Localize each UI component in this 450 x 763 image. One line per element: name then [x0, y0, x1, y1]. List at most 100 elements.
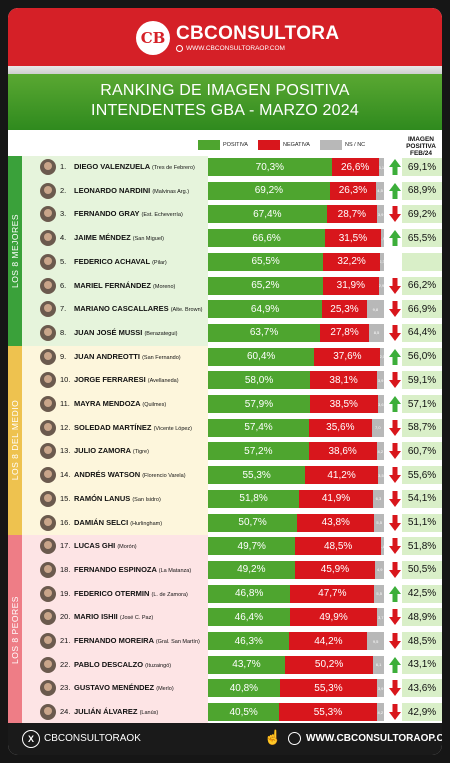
rank-number: 18. — [60, 564, 71, 574]
bar-nsnc: 3,9 — [377, 679, 384, 698]
feb-value: 60,7% — [402, 442, 442, 461]
globe-icon — [176, 44, 183, 52]
avatar — [40, 230, 56, 247]
bar-positive: 63,7% — [208, 323, 321, 342]
bar-nsnc: 1,9 — [380, 229, 384, 248]
bar-positive: 46,4% — [208, 608, 290, 627]
mayor-name: JULIO ZAMORA (Tigre) — [74, 446, 149, 455]
mayor-name-text: FEDERICO ACHAVAL — [74, 256, 150, 266]
logo-text: CBCONSULTORA WWW.CBCONSULTORAOP.COM — [176, 22, 340, 53]
rank-number: 6. — [60, 280, 67, 290]
mayor-name: JUAN ANDREOTTI (San Fernando) — [74, 352, 181, 361]
bar-negative: 28,7% — [326, 205, 378, 224]
avatar — [40, 514, 56, 531]
ranking-row: 18. FERNANDO ESPINOZA (La Matanza) 49,2% 45… — [8, 559, 442, 581]
arrow-up-icon — [389, 230, 401, 247]
arrow-up-icon — [389, 585, 401, 602]
legend-negative: NEGATIVA — [257, 140, 310, 150]
bar-negative: 43,8% — [297, 513, 375, 532]
ranking-row: 3. FERNANDO GRAY (Est. Echeverría) 67,4% 28… — [8, 203, 442, 225]
district-label: (Berazategui) — [144, 330, 178, 337]
brand-name: CBCONSULTORA — [176, 22, 340, 44]
arrow-down-icon — [389, 301, 401, 318]
stacked-bar: 66,6% 31,5% 1,9 — [208, 229, 384, 248]
feb-value — [402, 252, 442, 271]
stacked-bar: 40,8% 55,3% 3,9 — [208, 679, 384, 698]
mayor-name: LEONARDO NARDINI (Malvinas Arg.) — [74, 186, 189, 195]
rank-number: 19. — [60, 588, 71, 598]
rank-number: 11. — [60, 399, 70, 408]
bar-nsnc: 8,5 — [369, 323, 384, 342]
group-label: LOS 8 MEJORES — [8, 156, 22, 346]
legend-positive: POSITIVA — [198, 140, 248, 150]
mayor-name: FEDERICO OTERMIN (L. de Zamora) — [74, 589, 188, 598]
feb-value: 58,7% — [402, 418, 442, 437]
ranking-row: 10. JORGE FERRARESI (Avellaneda) 58,0% 38,1… — [8, 369, 442, 391]
mayor-name-text: LEONARDO NARDINI — [74, 185, 151, 195]
mayor-name-text: FERNANDO ESPINOZA — [74, 564, 157, 574]
bar-nsnc: 1,8 — [380, 537, 384, 556]
mayor-name-text: FERNANDO MOREIRA — [74, 636, 154, 645]
district-label: (San Isidro) — [132, 496, 161, 503]
feb-value: 66,2% — [402, 276, 442, 295]
mayor-name: LUCAS GHI (Morón) — [74, 541, 137, 550]
bar-positive: 49,2% — [208, 560, 295, 579]
rank-number: 12. — [60, 422, 71, 432]
avatar — [40, 419, 56, 436]
mayor-name: FEDERICO ACHAVAL (Pilar) — [74, 257, 167, 266]
group-label: LOS 8 PEORES — [8, 535, 22, 725]
legend-label-negative: NEGATIVA — [282, 142, 310, 148]
arrow-down-icon — [389, 633, 401, 649]
mayor-name: JORGE FERRARESI (Avellaneda) — [74, 375, 179, 384]
district-label: (Gral. San Martín) — [155, 639, 200, 645]
legend-label-positive: POSITIVA — [223, 142, 248, 148]
bar-negative: 38,6% — [308, 442, 377, 461]
bar-positive: 55,3% — [208, 466, 306, 485]
mayor-name-text: MAYRA MENDOZA — [74, 399, 141, 408]
feb-column-header: IMAGEN POSITIVA FEB/24 — [406, 136, 436, 157]
avatar — [40, 609, 56, 626]
social-handle[interactable]: CBCONSULTORAOK — [44, 733, 141, 744]
bar-positive: 40,5% — [208, 703, 280, 722]
mayor-name-text: DAMIÁN SELCI — [74, 517, 129, 527]
arrow-down-icon — [389, 680, 401, 697]
district-label: (Alte. Brown) — [170, 307, 203, 314]
mayor-name-text: RAMÓN LANUS — [74, 493, 131, 503]
bar-positive: 65,2% — [208, 276, 323, 295]
bar-negative: 31,9% — [322, 276, 379, 295]
bar-positive: 57,4% — [208, 418, 310, 437]
arrow-down-icon — [389, 277, 401, 294]
arrow-down-icon — [389, 704, 401, 721]
bar-nsnc: 4,9 — [375, 560, 384, 579]
feb-value: 48,9% — [402, 608, 442, 627]
ranking-row: 15. RAMÓN LANUS (San Isidro) 51,8% 41,9% 6,3… — [8, 488, 442, 510]
arrow-down-icon — [389, 561, 401, 578]
stacked-bar: 46,3% 44,2% 9,5 — [208, 632, 384, 650]
stacked-bar: 67,4% 28,7% 3,9 — [208, 205, 384, 224]
footer-website-link[interactable]: WWW.CBCONSULTORAOP.COM — [306, 733, 442, 744]
mayor-name-text: ANDRÉS WATSON — [74, 470, 141, 480]
bar-positive: 58,0% — [208, 371, 311, 390]
bar-negative: 35,6% — [309, 418, 372, 437]
ranking-row: 1. DIEGO VALENZUELA (Tres de Febrero) 70,3… — [8, 156, 442, 178]
stacked-bar: 49,2% 45,9% 4,9 — [208, 560, 384, 579]
bar-negative: 55,3% — [279, 679, 378, 698]
mayor-name: FERNANDO GRAY (Est. Echeverría) — [74, 209, 183, 218]
stacked-bar: 40,5% 55,3% 4,2 — [208, 703, 384, 722]
bar-positive: 40,8% — [208, 679, 280, 698]
avatar — [40, 467, 56, 484]
arrow-down-icon — [389, 372, 401, 389]
feb-value: 65,5% — [402, 229, 442, 248]
bar-nsnc: 6,1 — [373, 655, 384, 674]
ranking-row: 6. MARIEL FERNÁNDEZ (Moreno) 65,2% 31,9% 2,9… — [8, 275, 442, 297]
bar-nsnc: 6,3 — [372, 489, 384, 508]
pointer-hand-icon: ☝ — [264, 729, 282, 745]
bar-nsnc: 2,3 — [379, 252, 384, 271]
avatar — [40, 253, 56, 270]
bar-negative: 49,9% — [289, 608, 378, 627]
legend-label-nsnc: NS / NC — [344, 142, 366, 148]
bar-negative: 32,2% — [323, 252, 380, 271]
bar-nsnc: 3,5 — [377, 466, 384, 485]
mayor-name-text: JORGE FERRARESI — [74, 375, 146, 385]
